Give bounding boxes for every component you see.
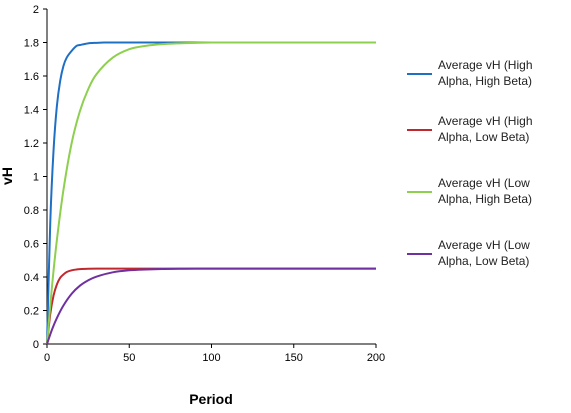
y-tick-label: 2 <box>33 4 39 16</box>
x-axis-title: Period <box>189 391 233 407</box>
plot-area <box>46 41 376 345</box>
legend-item: Average vH (Low Alpha, Low Beta) <box>407 238 530 268</box>
y-axis-ticks: 0 0.2 0.4 0.6 0.8 1 1.2 1.4 1.6 1.8 2 <box>24 4 47 351</box>
x-tick-label: 200 <box>367 352 385 364</box>
axes <box>46 9 376 345</box>
x-tick-label: 50 <box>123 352 135 364</box>
series-line-2 <box>46 267 376 345</box>
series-line-1 <box>46 41 376 345</box>
legend-label: Average vH (Low Alpha, Low Beta) <box>438 238 530 268</box>
y-tick-label: 0 <box>33 339 39 351</box>
legend-label: Average vH (High Alpha, Low Beta) <box>438 114 533 144</box>
y-tick-label: 1 <box>33 172 39 184</box>
x-tick-label: 0 <box>44 352 50 364</box>
legend-item: Average vH (Low Alpha, High Beta) <box>407 176 532 206</box>
y-tick-label: 1.4 <box>24 105 39 117</box>
legend: Average vH (High Alpha, High Beta) Average… <box>407 58 533 268</box>
y-tick-label: 0.2 <box>24 306 39 318</box>
legend-label: Average vH (High Alpha, High Beta) <box>438 58 533 88</box>
y-axis-title: vH <box>0 167 15 185</box>
y-tick-label: 0.4 <box>24 272 39 284</box>
legend-label: Average vH (Low Alpha, High Beta) <box>438 176 532 206</box>
legend-item: Average vH (High Alpha, Low Beta) <box>407 114 533 144</box>
x-tick-label: 100 <box>202 352 220 364</box>
y-tick-label: 0.6 <box>24 239 39 251</box>
x-tick-label: 150 <box>285 352 303 364</box>
y-tick-label: 1.6 <box>24 71 39 83</box>
x-axis-ticks: 0 50 100 150 200 <box>44 344 385 364</box>
y-tick-label: 1.2 <box>24 138 39 150</box>
y-tick-label: 0.8 <box>24 205 39 217</box>
y-tick-label: 1.8 <box>24 38 39 50</box>
legend-item: Average vH (High Alpha, High Beta) <box>407 58 533 88</box>
series-line-4 <box>46 267 376 345</box>
series-line-3 <box>46 41 376 345</box>
